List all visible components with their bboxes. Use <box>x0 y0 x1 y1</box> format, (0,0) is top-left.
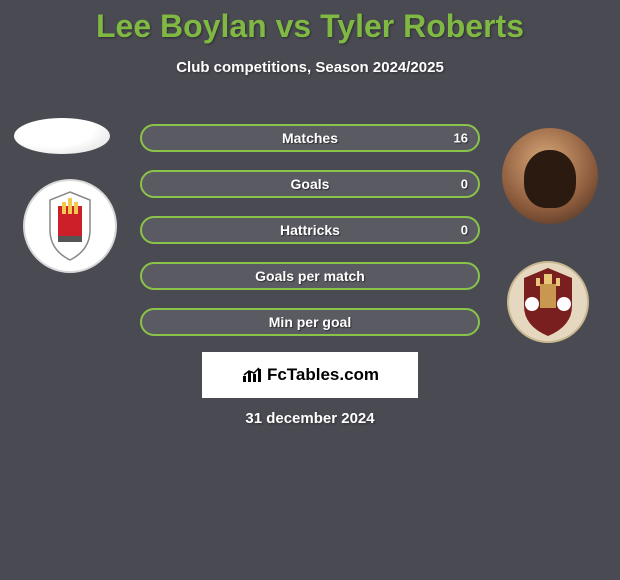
subtitle: Club competitions, Season 2024/2025 <box>0 59 620 76</box>
stat-right-value: 16 <box>454 131 468 146</box>
club-badge-left-icon <box>22 178 118 274</box>
stat-row-goals-per-match: Goals per match <box>140 262 480 290</box>
club-badge-right-icon <box>506 260 590 344</box>
date-text: 31 december 2024 <box>0 410 620 427</box>
brand-box: FcTables.com <box>202 352 418 398</box>
stat-label: Goals per match <box>255 268 365 284</box>
stat-label: Goals <box>291 176 330 192</box>
player-right-avatar <box>502 128 598 224</box>
stat-row-goals: Goals 0 <box>140 170 480 198</box>
player-left-avatar <box>14 118 110 154</box>
player-left-club-badge <box>22 178 118 279</box>
stat-label: Matches <box>282 130 338 146</box>
stat-row-hattricks: Hattricks 0 <box>140 216 480 244</box>
brand-chart-icon <box>241 366 263 384</box>
stats-list: Matches 16 Goals 0 Hattricks 0 Goals per… <box>140 124 480 354</box>
brand-text: FcTables.com <box>267 365 379 385</box>
page-title: Lee Boylan vs Tyler Roberts <box>0 0 620 45</box>
stat-label: Hattricks <box>280 222 340 238</box>
stat-row-min-per-goal: Min per goal <box>140 308 480 336</box>
stat-right-value: 0 <box>461 223 468 238</box>
player-right-club-badge <box>506 260 590 349</box>
stat-right-value: 0 <box>461 177 468 192</box>
stat-label: Min per goal <box>269 314 351 330</box>
stat-row-matches: Matches 16 <box>140 124 480 152</box>
